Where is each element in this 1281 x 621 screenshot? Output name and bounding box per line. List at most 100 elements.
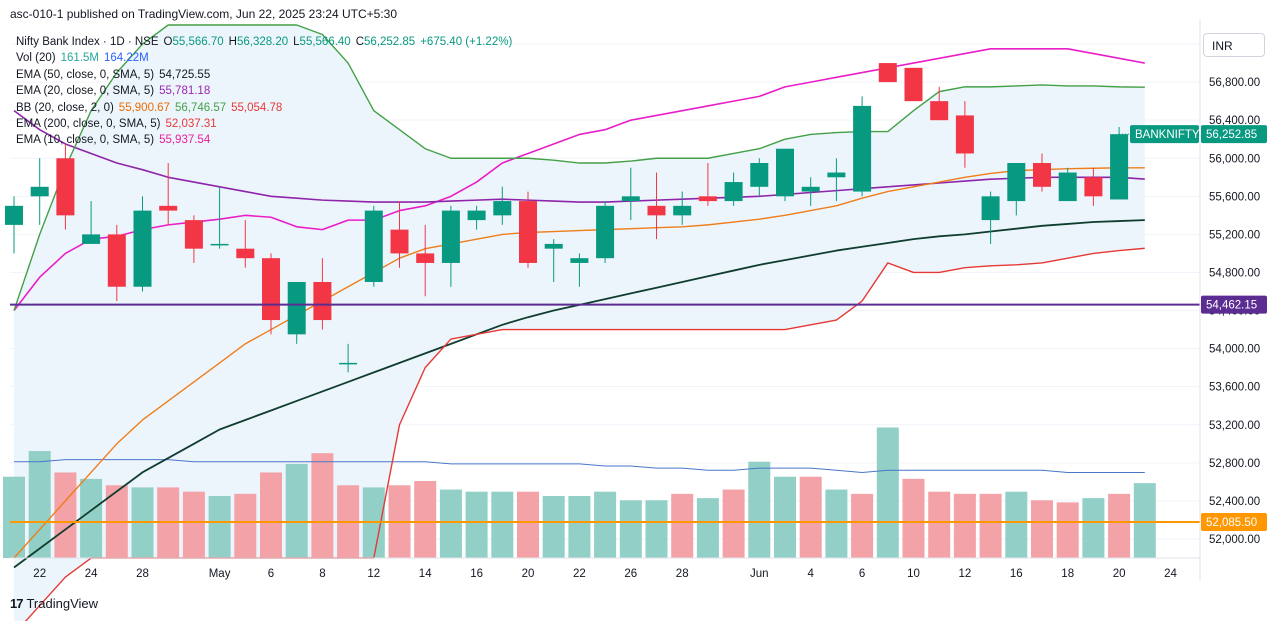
x-tick-label: 28	[136, 568, 149, 580]
candle-body	[287, 281, 306, 335]
y-tick-label: 52,000.00	[1209, 534, 1260, 546]
candle	[596, 201, 615, 263]
volume-bar	[671, 493, 694, 558]
volume-bar	[285, 463, 308, 558]
volume-bar	[851, 493, 874, 558]
x-tick-label: 6	[268, 568, 274, 580]
currency-button[interactable]: INR	[1203, 33, 1265, 57]
chart-legend: Nifty Bank Index · 1D · NSE O55,566.70 H…	[16, 34, 512, 149]
indicator-value: 55,937.54	[159, 134, 211, 147]
candle-body	[647, 205, 666, 216]
volume-line-tag: 52,085.50	[1201, 513, 1267, 531]
horizontal-lines	[10, 133, 1200, 523]
candle	[133, 196, 152, 292]
candle	[313, 258, 332, 330]
y-tick-label: 54,800.00	[1209, 267, 1260, 279]
legend-indicator-row[interactable]: EMA (10, close, 0, SMA, 5) 55,937.54	[16, 132, 512, 148]
candle-body	[5, 205, 23, 225]
candle	[56, 143, 75, 230]
candle	[441, 205, 460, 287]
indicator-value: 164.22M	[104, 52, 149, 65]
indicator-value: 55,900.67	[118, 101, 170, 114]
candle-body	[1007, 163, 1026, 202]
line-price-tag-bg	[1201, 295, 1267, 314]
legend-indicator-row[interactable]: Vol (20) 161.5M 164.22M	[16, 50, 512, 66]
y-tick-label: 52,800.00	[1209, 458, 1260, 470]
ema20-line	[13, 110, 1145, 203]
candle-body	[930, 101, 949, 121]
last-price-tag-text: 56,252.85	[1206, 129, 1257, 141]
volume-bar	[568, 495, 591, 558]
x-tick-label: 20	[522, 568, 535, 580]
volume-bar	[902, 478, 925, 558]
indicator-label: EMA (20, close, 0, SMA, 5)	[16, 85, 155, 98]
last-price-tag: 56,252.85	[1201, 125, 1267, 144]
candle	[82, 201, 101, 244]
x-tick-label: 14	[419, 568, 432, 580]
candle-body	[955, 115, 974, 154]
ohlc-change: +675.40 (+1.22%)	[420, 36, 513, 48]
volume-line-tag-bg	[1201, 513, 1267, 531]
x-tick-label: Jun	[750, 568, 769, 580]
volume-bar	[208, 495, 231, 558]
candle	[827, 158, 846, 202]
ohlc-low: L55,566.40	[293, 36, 351, 48]
indicator-value: 54,725.55	[159, 68, 211, 81]
candle-body	[236, 248, 255, 259]
legend-indicator-row[interactable]: EMA (20, close, 0, SMA, 5) 55,781.18	[16, 83, 512, 99]
line-price-tag-text: 54,462.15	[1206, 300, 1257, 312]
ohlc-close: C56,252.85	[355, 36, 416, 48]
volume-bar	[1133, 483, 1156, 558]
candle-body	[724, 182, 743, 202]
volume-line-tag-text: 52,085.50	[1206, 517, 1257, 529]
x-tick-label: 22	[33, 568, 46, 580]
volume-bar	[491, 491, 514, 558]
candle	[5, 196, 23, 254]
indicator-label: Vol (20)	[16, 52, 56, 65]
y-tick-label: 56,400.00	[1209, 115, 1260, 127]
candle	[1084, 167, 1103, 206]
candle	[287, 281, 306, 344]
volume-bar	[260, 472, 282, 558]
x-tick-label: 28	[676, 568, 689, 580]
legend-indicator-row[interactable]: BB (20, close, 2, 0) 55,900.67 56,746.57 55…	[16, 100, 512, 116]
x-tick-label: 24	[1164, 568, 1177, 580]
candle-body	[544, 243, 563, 249]
candle	[750, 158, 769, 197]
candle	[339, 343, 358, 373]
x-tick-label: 12	[367, 568, 380, 580]
candle	[519, 191, 537, 268]
legend-indicator-row[interactable]: EMA (50, close, 0, SMA, 5) 54,725.55	[16, 67, 512, 83]
indicator-value: 161.5M	[60, 52, 99, 65]
symbol-name[interactable]: Nifty Bank Index · 1D · NSE	[16, 36, 159, 48]
candle-body	[673, 205, 692, 216]
ohlc-high: H56,328.20	[228, 36, 289, 48]
candle-body	[133, 210, 152, 287]
candle-body	[1084, 177, 1103, 197]
candle-body	[827, 172, 846, 178]
candle	[955, 101, 974, 168]
y-tick-label: 52,400.00	[1209, 496, 1260, 508]
tradingview-logo[interactable]: 17 TradingView	[10, 596, 98, 611]
candle-body	[30, 186, 49, 197]
volume-bar	[80, 478, 103, 558]
volume-bar	[517, 491, 539, 558]
volume-bar	[928, 491, 951, 558]
symbol-tag-text: BANKNIFTY	[1135, 129, 1200, 141]
candle	[801, 177, 820, 206]
volume-bar	[876, 427, 899, 558]
legend-symbol-row: Nifty Bank Index · 1D · NSE O55,566.70 H…	[16, 34, 512, 50]
volume-bar	[722, 489, 745, 558]
candle	[621, 167, 640, 221]
volume-bar	[774, 476, 796, 558]
volume-bar	[799, 476, 822, 558]
candle-body	[698, 196, 717, 202]
x-tick-label: 4	[807, 568, 814, 580]
legend-indicator-row[interactable]: EMA (200, close, 0, SMA, 5) 52,037.31	[16, 116, 512, 132]
indicator-value: 55,781.18	[159, 85, 211, 98]
x-tick-label: 10	[907, 568, 920, 580]
candle-body	[210, 243, 229, 246]
volume-bar	[953, 493, 976, 558]
x-tick-label: 20	[1113, 568, 1126, 580]
